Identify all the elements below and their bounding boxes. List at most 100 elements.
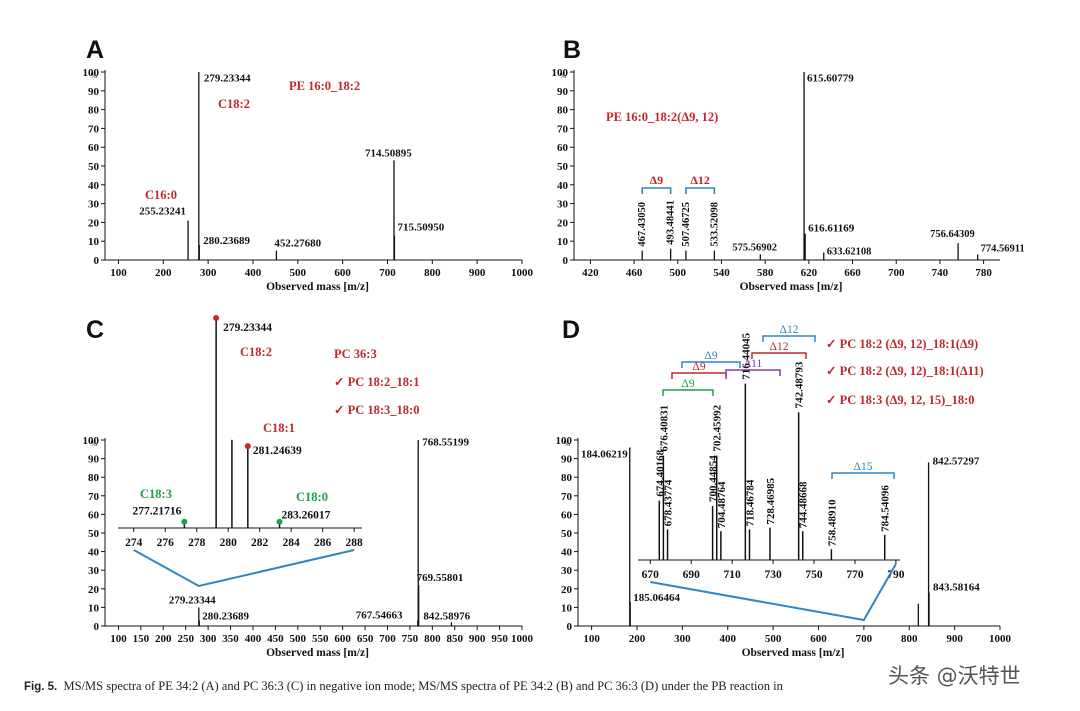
delta-bracket: Δ12 bbox=[751, 341, 807, 359]
inset-tick-label: 670 bbox=[642, 569, 660, 581]
inset-peak-label: 716.44045 bbox=[740, 332, 752, 379]
annotation: PE 16:0_18:2 bbox=[289, 79, 360, 93]
x-tick-label: 300 bbox=[200, 633, 217, 645]
y-tick-label: 50 bbox=[88, 161, 100, 173]
x-tick-label: 300 bbox=[674, 633, 691, 645]
peak-label: 768.55199 bbox=[422, 437, 469, 449]
y-tick-label: 20 bbox=[557, 217, 569, 229]
x-tick-label: 850 bbox=[446, 633, 463, 645]
x-tick-label: 750 bbox=[402, 633, 419, 645]
inset-peak-label: 279.23344 bbox=[223, 322, 272, 334]
inset-tick-label: 280 bbox=[220, 537, 238, 549]
y-tick-label: 30 bbox=[557, 199, 569, 211]
x-axis-label: Observed mass [m/z] bbox=[266, 647, 369, 659]
x-tick-label: 400 bbox=[245, 267, 262, 279]
peak-marker bbox=[276, 518, 283, 525]
peak-label: 280.23689 bbox=[202, 610, 249, 622]
inset-peak-label: 718.46784 bbox=[744, 479, 756, 526]
x-tick-label: 740 bbox=[932, 267, 949, 279]
delta-bracket: Δ9 bbox=[662, 378, 714, 396]
bracket-label: Δ9 bbox=[650, 173, 664, 187]
peak-marker bbox=[244, 443, 251, 450]
annotation: ✓ PC 18:3 (Δ9, 12, 15)_18:0 bbox=[826, 393, 975, 407]
x-tick-label: 800 bbox=[901, 633, 918, 645]
bracket-label: Δ12 bbox=[770, 341, 789, 353]
y-tick-label: 10 bbox=[88, 236, 100, 248]
inset-tick-label: 288 bbox=[346, 537, 364, 549]
x-tick-label: 620 bbox=[801, 267, 818, 279]
x-tick-label: 200 bbox=[155, 267, 172, 279]
y-tick-label: 10 bbox=[88, 602, 100, 614]
y-tick-label: 0 bbox=[94, 255, 100, 267]
y-tick-label: 10 bbox=[557, 236, 569, 248]
x-tick-label: 600 bbox=[810, 633, 827, 645]
y-tick-label: 80 bbox=[561, 472, 573, 484]
x-tick-label: 550 bbox=[312, 633, 329, 645]
x-tick-label: 600 bbox=[334, 267, 351, 279]
y-tick-label: 40 bbox=[88, 547, 100, 559]
bracket-label: Δ15 bbox=[854, 461, 873, 473]
y-tick-label: 90 bbox=[557, 86, 569, 98]
x-tick-label: 100 bbox=[110, 633, 127, 645]
watermark: 头条 @沃特世 bbox=[888, 664, 1021, 688]
delta12-bracket: Δ12 bbox=[685, 173, 716, 194]
bracket-label: Δ9 bbox=[692, 361, 705, 373]
x-tick-label: 800 bbox=[424, 267, 441, 279]
peak-label: 714.50895 bbox=[365, 147, 412, 159]
peak-label: 767.54663 bbox=[356, 609, 403, 621]
peak-label: 616.61169 bbox=[808, 223, 855, 235]
inset-peak-label: 758.48910 bbox=[826, 499, 838, 546]
y-tick-label: 100 bbox=[552, 67, 569, 79]
caption-lead: Fig. 5. bbox=[24, 681, 58, 693]
y-tick-label: 40 bbox=[561, 547, 573, 559]
y-axis-label: % bbox=[91, 439, 98, 448]
x-tick-label: 1000 bbox=[511, 267, 534, 279]
y-tick-label: 0 bbox=[563, 255, 569, 267]
x-tick-label: 800 bbox=[424, 633, 441, 645]
x-tick-label: 700 bbox=[856, 633, 873, 645]
bracket-line bbox=[831, 472, 895, 479]
y-tick-label: 60 bbox=[88, 142, 100, 154]
x-tick-label: 900 bbox=[946, 633, 963, 645]
y-tick-label: 0 bbox=[567, 621, 573, 633]
peak-label: 715.50950 bbox=[397, 222, 444, 234]
bracket-line bbox=[725, 369, 781, 376]
y-tick-label: 100 bbox=[83, 435, 100, 447]
inset-peak-label: 277.21716 bbox=[133, 506, 182, 518]
x-tick-label: 150 bbox=[133, 633, 150, 645]
peak-label: 452.27680 bbox=[274, 238, 321, 250]
x-tick-label: 460 bbox=[626, 267, 643, 279]
x-tick-label: 580 bbox=[757, 267, 774, 279]
inset-peak-label: 744.48668 bbox=[798, 481, 810, 528]
inset-peak-label: 742.48793 bbox=[794, 361, 806, 408]
bracket-label: Δ9 bbox=[681, 378, 694, 390]
delta-bracket: Δ11 bbox=[725, 358, 781, 376]
peak-label: 279.23344 bbox=[204, 72, 251, 84]
bracket-line bbox=[751, 352, 807, 359]
x-tick-label: 200 bbox=[155, 633, 172, 645]
y-tick-label: 80 bbox=[88, 472, 100, 484]
y-tick-label: 50 bbox=[88, 528, 100, 540]
inset-tick-label: 286 bbox=[314, 537, 332, 549]
inset-tick-label: 750 bbox=[805, 569, 823, 581]
annotation: PC 36:3 bbox=[334, 347, 377, 361]
inset-peak-label: 728.46985 bbox=[765, 477, 777, 524]
panel-letter: A bbox=[86, 36, 104, 64]
panel-letter: B bbox=[563, 36, 581, 64]
bracket-line bbox=[681, 361, 741, 368]
x-tick-label: 420 bbox=[582, 267, 599, 279]
y-tick-label: 90 bbox=[561, 454, 573, 466]
x-tick-label: 250 bbox=[177, 633, 194, 645]
y-tick-label: 70 bbox=[88, 123, 100, 135]
inset-peak-label: 704.48764 bbox=[716, 481, 728, 528]
x-tick-label: 100 bbox=[583, 633, 600, 645]
y-tick-label: 70 bbox=[561, 491, 573, 503]
peak-label: 467.43050 bbox=[637, 202, 648, 247]
peak-marker bbox=[181, 518, 188, 525]
annotation: ✓ PC 18:2_18:1 bbox=[334, 375, 419, 389]
annotation: ✓ PC 18:3_18:0 bbox=[334, 403, 419, 417]
y-tick-label: 90 bbox=[88, 86, 100, 98]
x-tick-label: 900 bbox=[469, 633, 486, 645]
y-tick-label: 90 bbox=[88, 454, 100, 466]
y-axis-label: % bbox=[564, 439, 571, 448]
